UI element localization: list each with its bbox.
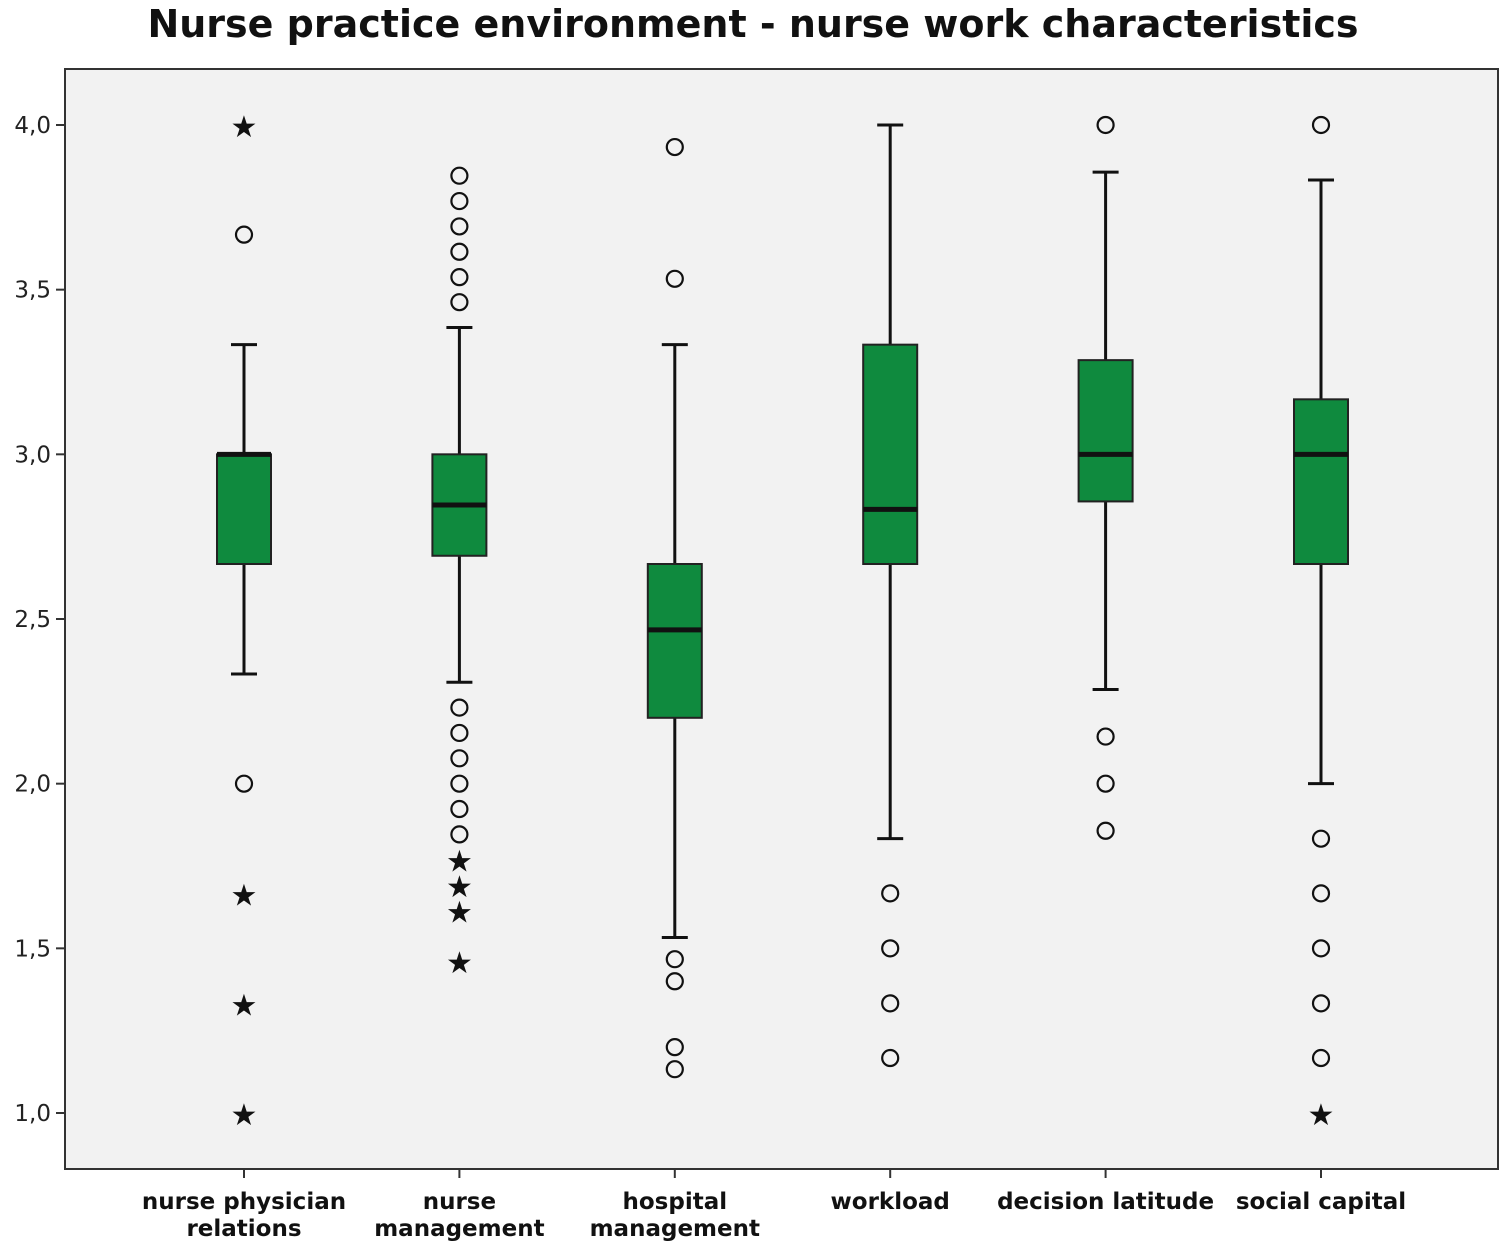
iqr-box (862, 343, 919, 566)
x-tick-label-line: nurse (423, 1189, 496, 1215)
x-tick-label: nurse physician relations (142, 1189, 346, 1242)
extreme-point: ★ (446, 946, 473, 981)
chart-title: Nurse practice environment - nurse work … (147, 2, 1358, 46)
outlier-point (450, 698, 469, 717)
box-group: ★ ★ ★ ★ (216, 110, 272, 1133)
outlier-point (1311, 884, 1331, 903)
outlier-point (450, 825, 469, 844)
outlier-point (234, 774, 254, 793)
x-tick-label-line: relations (186, 1216, 301, 1242)
x-tick-label: social capital (1236, 1189, 1406, 1215)
y-tick-label: 4,0 (14, 113, 51, 139)
x-tick-label: workload (831, 1189, 950, 1215)
iqr-box (1293, 398, 1349, 565)
x-tick-label-line: management (374, 1216, 544, 1242)
outlier-point (881, 1048, 900, 1068)
y-axis: 1,0 1,5 2,0 2,5 3,0 3,5 4,0 (14, 113, 65, 1127)
y-tick-label: 3,0 (14, 442, 51, 468)
x-tick-label: hospital management (590, 1189, 760, 1242)
extreme-point: ★ (231, 878, 258, 913)
outlier-point (665, 1060, 684, 1079)
extreme-point: ★ (446, 845, 473, 880)
extreme-point: ★ (446, 870, 473, 905)
x-tick-label-line: management (590, 1216, 760, 1242)
box-group (1077, 115, 1134, 840)
x-tick-label: decision latitude (997, 1189, 1214, 1215)
outlier-point (665, 269, 684, 288)
x-tick-label-line: social capital (1236, 1189, 1406, 1215)
extreme-point: ★ (231, 110, 258, 145)
outlier-point (1311, 115, 1331, 135)
box-group: ★ (1293, 115, 1349, 1133)
y-tick-label: 2,5 (14, 607, 51, 633)
outlier-point (450, 217, 469, 236)
x-tick-label: nurse management (374, 1189, 544, 1242)
outlier-point (450, 774, 469, 793)
outlier-point (450, 191, 469, 211)
outlier-point (665, 137, 684, 157)
outlier-point (450, 242, 469, 261)
box-group: ★★★★ (431, 166, 488, 981)
outlier-point (1096, 115, 1115, 135)
outlier-point (450, 293, 469, 312)
extreme-point: ★ (231, 1098, 258, 1133)
y-tick-label: 2,0 (14, 772, 51, 798)
outlier-point (665, 972, 684, 991)
y-tick-label: 3,5 (14, 278, 51, 304)
outlier-point (450, 166, 469, 185)
y-tick-label: 1,5 (14, 936, 51, 962)
outlier-point (665, 950, 684, 969)
extreme-point: ★ (231, 988, 258, 1023)
iqr-box (216, 453, 272, 566)
box-group (646, 137, 703, 1079)
outlier-point (1311, 939, 1331, 958)
outlier-point (1311, 829, 1331, 848)
extreme-point: ★ (446, 895, 473, 930)
box-series: ★★★★★★★★★ (216, 110, 1349, 1133)
outlier-point (450, 723, 469, 743)
outlier-point (881, 939, 900, 958)
outlier-point (1311, 1048, 1331, 1068)
x-tick-label-line: workload (831, 1189, 950, 1215)
outlier-point (881, 994, 900, 1013)
outlier-point (450, 268, 469, 287)
outlier-point (1096, 774, 1115, 793)
outlier-point (234, 225, 254, 244)
iqr-box (1077, 359, 1134, 503)
iqr-box (646, 563, 703, 719)
y-tick-label: 1,0 (14, 1101, 51, 1127)
outlier-point (881, 884, 900, 903)
box-group (862, 123, 919, 1068)
outlier-point (665, 1038, 684, 1057)
outlier-point (450, 799, 469, 819)
outlier-point (450, 749, 469, 768)
x-tick-label-line: decision latitude (997, 1189, 1214, 1215)
outlier-point (1096, 727, 1115, 746)
x-tick-label-line: hospital (622, 1189, 727, 1215)
outlier-point (1311, 994, 1331, 1013)
x-tick-label-line: nurse physician (142, 1189, 346, 1215)
extreme-point: ★ (1308, 1098, 1335, 1133)
plot-area (64, 68, 1499, 1170)
outlier-point (1096, 821, 1115, 840)
